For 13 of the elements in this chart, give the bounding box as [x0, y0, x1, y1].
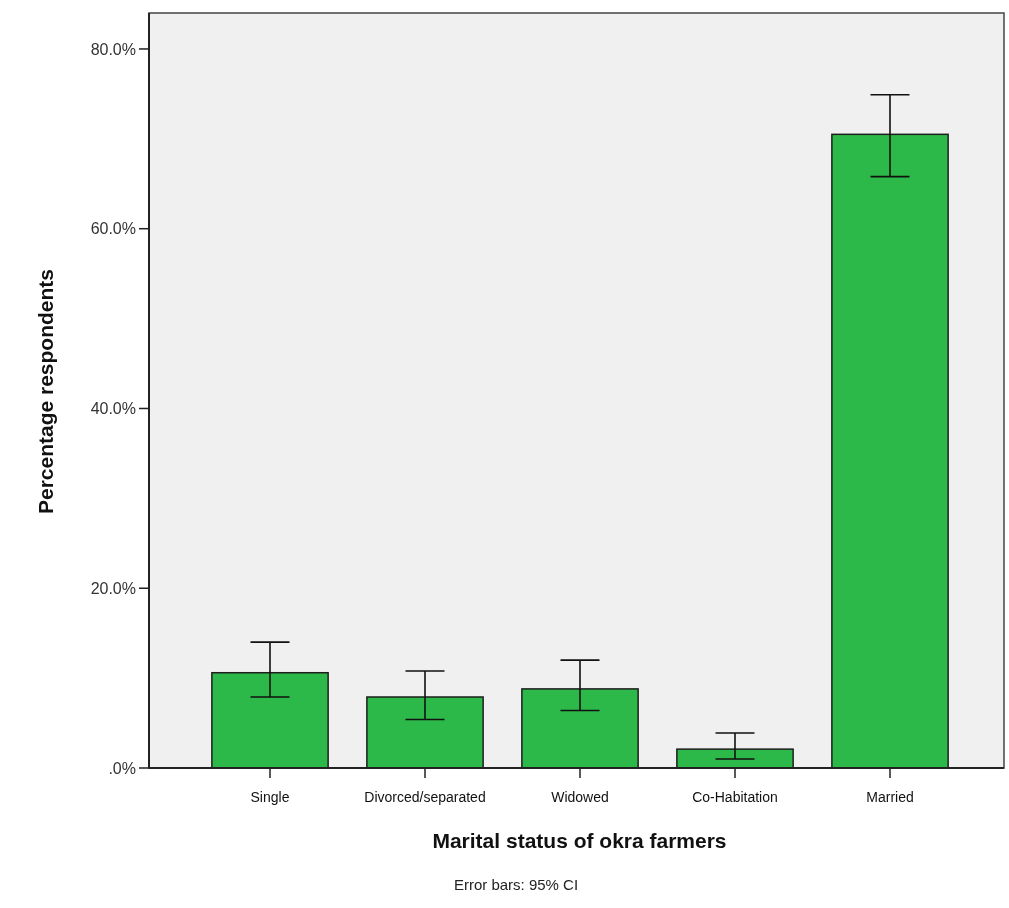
- text: Error bars: 95% CI: [453, 876, 579, 893]
- x-tick-label: Co-Habitation: [692, 789, 778, 805]
- y-axis-title: Percentage respondents: [34, 268, 57, 515]
- y-tick-label: 80.0%: [90, 40, 136, 58]
- x-tick-label: Married: [866, 789, 914, 805]
- y-tick-label: 60.0%: [90, 220, 136, 238]
- x-axis-title: Marital status of okra farmers: [432, 829, 727, 852]
- y-tick-label: 20.0%: [90, 579, 136, 597]
- x-tick-label: Widowed: [551, 789, 609, 805]
- x-tick-label: Divorced/separated: [364, 789, 486, 805]
- y-tick-label: .0%: [108, 759, 136, 777]
- x-tick-label: Single: [250, 789, 290, 805]
- y-tick-label: 40.0%: [90, 400, 136, 418]
